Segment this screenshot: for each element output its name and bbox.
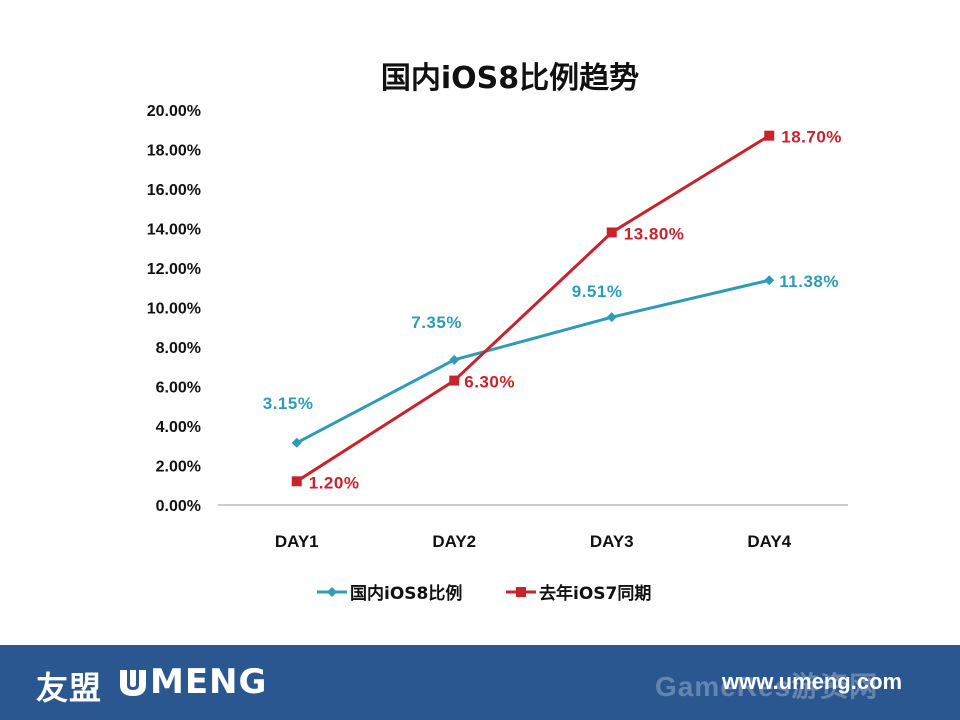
data-label: 9.51% [572, 282, 623, 301]
data-point-marker [449, 354, 460, 365]
y-tick-label: 18.00% [147, 143, 201, 160]
data-label: 7.35% [411, 313, 462, 332]
brand-en-logo: MENG [150, 662, 268, 702]
data-label: 11.38% [779, 272, 839, 291]
x-category-label: DAY4 [747, 532, 791, 551]
data-point-marker [291, 437, 302, 448]
data-label: 1.20% [309, 473, 360, 492]
footer-bar: 友盟 MENG GameRes游资网 www.umeng.com [0, 645, 960, 720]
data-point-marker [764, 275, 775, 286]
legend: 国内iOS8比例 去年iOS7同期 [317, 583, 651, 604]
legend-marker [516, 587, 526, 597]
y-tick-label: 0.00% [156, 498, 201, 515]
legend-marker [327, 587, 337, 597]
x-category-label: DAY3 [590, 532, 634, 551]
brand-cn-logo: 友盟 [36, 669, 103, 707]
y-tick-label: 4.00% [156, 419, 201, 436]
chart-title: 国内iOS8比例趋势 [381, 61, 639, 96]
data-point-marker [764, 130, 775, 141]
data-point-marker [449, 375, 460, 386]
umeng-u-logo-icon [120, 670, 146, 696]
y-tick-label: 16.00% [147, 182, 201, 199]
data-label: 6.30% [464, 373, 515, 392]
x-category-label: DAY2 [432, 532, 476, 551]
series-line [295, 134, 771, 483]
series-layer [291, 130, 775, 487]
y-tick-label: 8.00% [156, 340, 201, 357]
y-tick-label: 12.00% [147, 261, 201, 278]
x-axis-categories: DAY1 DAY2 DAY3 DAY4 [275, 532, 792, 551]
y-axis-ticks: 0.00% 2.00% 4.00% 6.00% 8.00% 10.00% 12.00% 14.… [147, 103, 201, 515]
y-tick-label: 20.00% [147, 103, 201, 120]
watermark: GameRes游资网 [655, 671, 879, 702]
series-line [296, 278, 770, 445]
data-point-marker [606, 312, 617, 323]
data-point-marker [291, 476, 302, 487]
y-tick-label: 14.00% [147, 222, 201, 239]
data-label: 18.70% [781, 128, 842, 147]
data-point-marker [606, 227, 617, 238]
site-url[interactable]: www.umeng.com [722, 669, 903, 694]
data-label: 3.15% [263, 394, 314, 413]
y-tick-label: 10.00% [147, 301, 201, 318]
y-tick-label: 2.00% [156, 459, 201, 476]
legend-label: 国内iOS8比例 [350, 583, 462, 604]
y-tick-label: 6.00% [156, 380, 201, 397]
line-chart: 国内iOS8比例趋势 0.00% 2.00% 4.00% 6.00% 8.00% 10.0… [147, 61, 848, 604]
legend-label: 去年iOS7同期 [539, 583, 651, 604]
x-category-label: DAY1 [275, 532, 319, 551]
data-label: 13.80% [624, 224, 685, 243]
data-labels: 3.15% 7.35% 9.51% 11.38% 1.20% 6.30% 13.80% 18.… [263, 128, 842, 493]
